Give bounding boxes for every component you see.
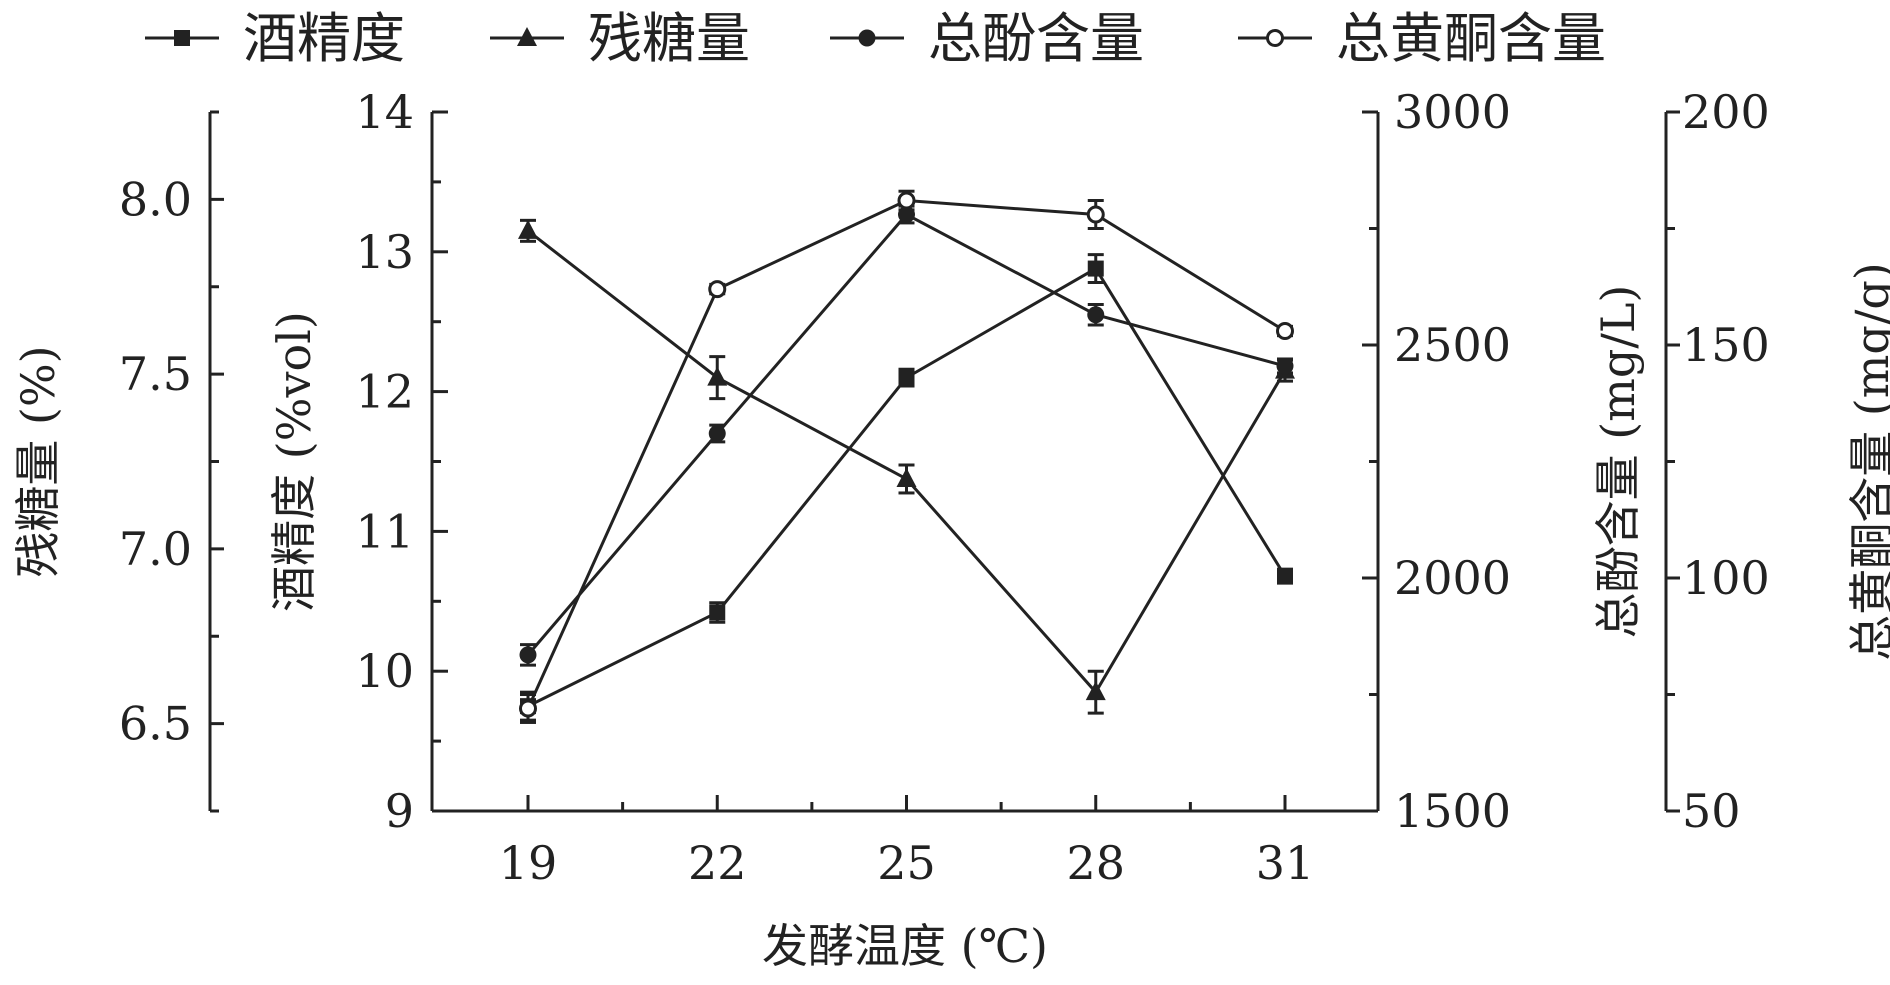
axes: 19 22 25 28 31 发酵温度 (℃) 6.5 7.0 7.5 8.0 残糖量 (%) 9 10… [11, 85, 1890, 973]
phenol-tick-label: 3000 [1394, 85, 1511, 139]
sugar-tick-label: 8.0 [119, 172, 192, 226]
series [518, 189, 1295, 724]
data-point-phenol [1276, 357, 1294, 375]
legend-label: 残糖量 [588, 7, 750, 70]
data-point-sugar [707, 366, 728, 386]
sugar-axis-title: 残糖量 (%) [11, 345, 65, 577]
legend-item-alcohol: 酒精度 [145, 7, 405, 70]
legend-marker [858, 29, 876, 47]
sugar-tick-label: 7.5 [119, 347, 192, 401]
data-point-sugar [1085, 681, 1106, 701]
data-point-phenol [1087, 306, 1105, 324]
data-point-flavone [897, 191, 916, 210]
series-phenol [519, 204, 1294, 667]
alcohol-tick-label: 10 [355, 644, 414, 698]
x-tick-label: 19 [499, 836, 558, 890]
data-point-sugar [896, 467, 917, 487]
data-point-phenol [519, 646, 537, 664]
data-point-flavone [519, 699, 537, 718]
data-point-flavone [1086, 205, 1105, 224]
x-tick-label: 25 [877, 836, 936, 890]
legend-item-flavone: 总黄酮含量 [1238, 7, 1606, 70]
flavone-tick-label: 200 [1682, 85, 1770, 139]
series-flavone [519, 189, 1294, 724]
data-point-phenol [708, 425, 726, 443]
data-point-flavone [708, 280, 727, 299]
alcohol-tick-label: 13 [355, 225, 414, 279]
phenol-tick-label: 2000 [1394, 551, 1511, 605]
series-line-phenol [526, 212, 1286, 656]
data-point-alcohol [898, 369, 915, 386]
legend-item-phenol: 总酚含量 [830, 7, 1144, 70]
series-line-flavone [526, 199, 1286, 710]
sugar-tick-label: 7.0 [119, 522, 192, 576]
alcohol-tick-label: 14 [355, 85, 414, 139]
flavone-tick-label: 100 [1682, 551, 1770, 605]
legend-marker [1266, 29, 1284, 47]
alcohol-axis-title: 酒精度 (%vol) [267, 311, 321, 612]
legend-marker [174, 30, 190, 46]
x-axis-title: 发酵温度 (℃) [762, 919, 1048, 973]
legend-item-sugar: 残糖量 [490, 7, 750, 70]
x-tick-label: 31 [1256, 836, 1315, 890]
flavone-axis-title: 总黄酮含量 (mg/g) [1845, 262, 1890, 661]
legend-label: 总酚含量 [928, 7, 1144, 70]
data-point-alcohol [1277, 568, 1293, 585]
series-sugar [518, 218, 1295, 715]
alcohol-tick-label: 12 [355, 365, 414, 419]
data-point-flavone [1276, 322, 1294, 341]
data-point-alcohol [709, 604, 726, 621]
sugar-tick-label: 6.5 [119, 697, 192, 751]
legend-marker [517, 27, 537, 46]
legend: 酒精度 残糖量 总酚含量 总黄酮含量 [145, 7, 1606, 70]
series-line-sugar [527, 229, 1287, 695]
phenol-tick-label: 1500 [1394, 784, 1511, 838]
alcohol-tick-label: 11 [355, 504, 414, 558]
data-point-alcohol [1087, 260, 1104, 277]
x-tick-label: 22 [688, 836, 747, 890]
flavone-tick-label: 50 [1682, 784, 1741, 838]
phenol-tick-label: 2500 [1394, 318, 1511, 372]
alcohol-tick-label: 9 [385, 784, 414, 838]
phenol-axis-title: 总酚含量 (mg/L) [1591, 285, 1645, 639]
legend-label: 总黄酮含量 [1336, 7, 1606, 70]
data-point-sugar [518, 219, 538, 239]
flavone-tick-label: 150 [1682, 318, 1770, 372]
x-tick-label: 28 [1066, 836, 1125, 890]
legend-label: 酒精度 [243, 7, 405, 70]
